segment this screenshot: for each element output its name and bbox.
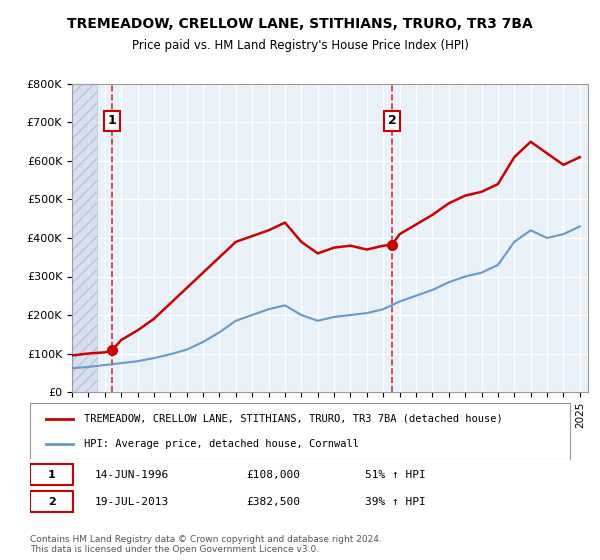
Text: 19-JUL-2013: 19-JUL-2013: [95, 497, 169, 507]
Text: 2: 2: [388, 114, 397, 128]
Text: 14-JUN-1996: 14-JUN-1996: [95, 470, 169, 480]
Text: 1: 1: [48, 470, 55, 480]
Text: TREMEADOW, CRELLOW LANE, STITHIANS, TRURO, TR3 7BA (detached house): TREMEADOW, CRELLOW LANE, STITHIANS, TRUR…: [84, 414, 503, 424]
Text: 1: 1: [108, 114, 116, 128]
Text: TREMEADOW, CRELLOW LANE, STITHIANS, TRURO, TR3 7BA: TREMEADOW, CRELLOW LANE, STITHIANS, TRUR…: [67, 17, 533, 31]
FancyBboxPatch shape: [30, 464, 73, 486]
Text: £108,000: £108,000: [246, 470, 300, 480]
Text: 2: 2: [48, 497, 55, 507]
Text: HPI: Average price, detached house, Cornwall: HPI: Average price, detached house, Corn…: [84, 438, 359, 449]
FancyBboxPatch shape: [30, 491, 73, 512]
Text: £382,500: £382,500: [246, 497, 300, 507]
Text: 51% ↑ HPI: 51% ↑ HPI: [365, 470, 425, 480]
Text: Price paid vs. HM Land Registry's House Price Index (HPI): Price paid vs. HM Land Registry's House …: [131, 39, 469, 52]
Text: Contains HM Land Registry data © Crown copyright and database right 2024.
This d: Contains HM Land Registry data © Crown c…: [30, 535, 382, 554]
Text: 39% ↑ HPI: 39% ↑ HPI: [365, 497, 425, 507]
Bar: [72, 84, 97, 392]
